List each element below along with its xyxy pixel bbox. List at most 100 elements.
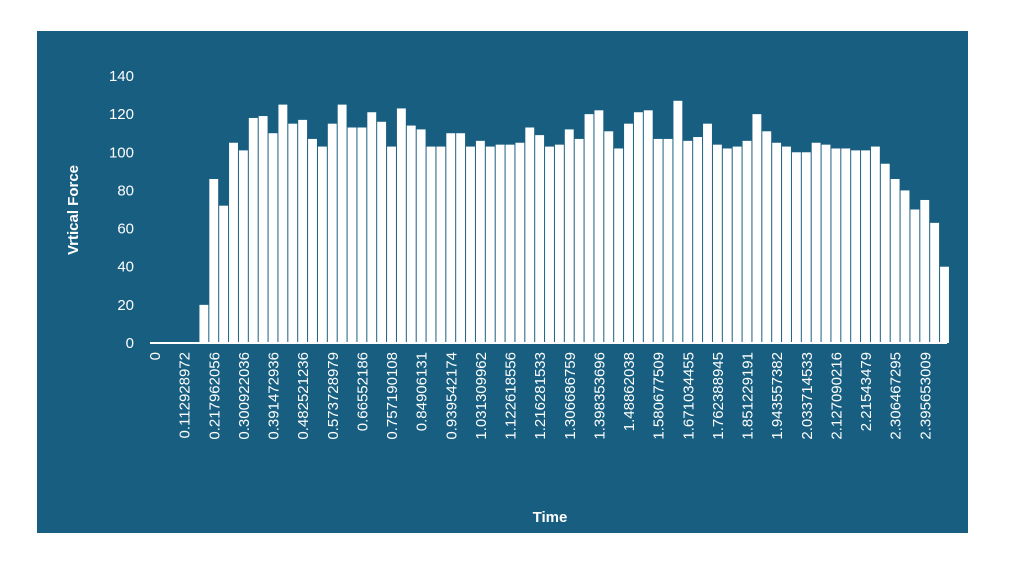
bar xyxy=(762,131,772,343)
x-tick-label: 0.391472936 xyxy=(266,352,283,440)
y-tick-label: 40 xyxy=(117,259,134,276)
x-tick-label: 1.216281533 xyxy=(532,352,549,440)
bar xyxy=(416,129,426,343)
x-tick-label: 0.573728979 xyxy=(325,352,342,440)
bar xyxy=(663,138,673,343)
bar xyxy=(535,135,545,343)
bar xyxy=(910,209,920,343)
bar xyxy=(604,131,614,343)
bar xyxy=(436,146,446,343)
bar xyxy=(387,146,396,343)
bar xyxy=(525,127,535,343)
bar xyxy=(229,142,238,343)
bar xyxy=(574,138,584,343)
bar xyxy=(851,150,861,343)
x-tick-label: 0.939542174 xyxy=(443,352,460,440)
y-tick-label: 120 xyxy=(109,106,134,123)
y-tick-label: 60 xyxy=(117,221,134,238)
bar xyxy=(317,146,327,343)
x-tick-label: 2.21543479 xyxy=(858,352,875,431)
bar xyxy=(831,148,841,343)
bar xyxy=(782,146,791,343)
x-tick-label: 1.580677509 xyxy=(651,352,668,440)
bar xyxy=(703,123,712,343)
bar xyxy=(515,142,525,343)
bar xyxy=(624,123,633,343)
x-axis-label: Time xyxy=(533,509,568,526)
bar xyxy=(772,142,782,343)
bar xyxy=(564,129,574,343)
bar xyxy=(199,304,209,343)
bar xyxy=(712,144,722,343)
bar xyxy=(268,133,278,343)
bar xyxy=(505,144,515,343)
x-tick-label: 0.112928972 xyxy=(177,352,194,438)
x-tick-label: 1.851229191 xyxy=(740,352,757,440)
y-tick-label: 140 xyxy=(109,68,134,85)
x-tick-label: 1.122618556 xyxy=(503,352,520,440)
bar xyxy=(396,108,406,344)
bar xyxy=(456,133,466,343)
x-tick-label: 2.033714533 xyxy=(799,352,816,440)
x-tick-label: 2.306467295 xyxy=(888,352,905,440)
bar xyxy=(554,144,564,343)
bar xyxy=(248,117,258,343)
x-tick-label: 0.300922036 xyxy=(236,352,253,440)
y-tick-label: 100 xyxy=(109,144,134,161)
bar xyxy=(732,146,742,343)
bar xyxy=(643,110,653,343)
x-tick-label: 0.757190108 xyxy=(384,352,401,440)
bar xyxy=(653,138,663,343)
bar xyxy=(880,163,890,343)
bar xyxy=(367,112,377,343)
x-tick-label: 0.84906131 xyxy=(414,352,431,431)
bar xyxy=(752,114,762,344)
bar xyxy=(337,104,347,343)
bar xyxy=(238,150,248,343)
x-tick-label: 1.943557382 xyxy=(769,352,786,440)
bar xyxy=(377,121,387,344)
y-tick-label: 20 xyxy=(117,297,134,314)
bar xyxy=(347,127,357,343)
x-tick-label: 0.217962056 xyxy=(206,352,223,440)
y-tick-label: 0 xyxy=(126,335,134,352)
bar xyxy=(693,137,703,343)
bar xyxy=(673,100,683,344)
bar xyxy=(475,140,485,343)
bar xyxy=(219,205,229,343)
bar xyxy=(722,148,732,343)
bar xyxy=(920,199,930,343)
bar xyxy=(841,148,851,343)
bar xyxy=(258,116,268,343)
bar xyxy=(406,125,416,343)
bar xyxy=(791,152,801,343)
bar xyxy=(861,150,870,343)
bar xyxy=(357,127,367,343)
bar xyxy=(821,144,831,343)
bar xyxy=(594,110,604,343)
x-tick-label: 0 xyxy=(147,352,164,360)
y-tick-label: 80 xyxy=(117,182,134,199)
x-tick-label: 1.762388945 xyxy=(710,352,727,440)
bar xyxy=(278,104,288,343)
bar xyxy=(633,112,643,343)
x-tick-label: 1.031309962 xyxy=(473,352,490,440)
bar xyxy=(545,146,554,343)
bar xyxy=(801,152,811,343)
x-tick-label: 2.127090216 xyxy=(828,352,845,440)
bar xyxy=(742,140,752,343)
bar xyxy=(327,123,337,343)
x-tick-label: 1.306686759 xyxy=(562,352,579,440)
bar xyxy=(890,178,900,343)
bar xyxy=(940,266,949,343)
y-axis-label: Vrtical Force xyxy=(65,165,82,255)
bar xyxy=(930,222,940,343)
bar xyxy=(298,119,308,343)
bar xyxy=(870,146,880,343)
x-tick-label: 1.398353696 xyxy=(591,352,608,440)
bar xyxy=(900,190,910,343)
bar xyxy=(308,138,317,343)
bar xyxy=(209,178,219,343)
x-tick-label: 1.48862038 xyxy=(621,352,638,431)
